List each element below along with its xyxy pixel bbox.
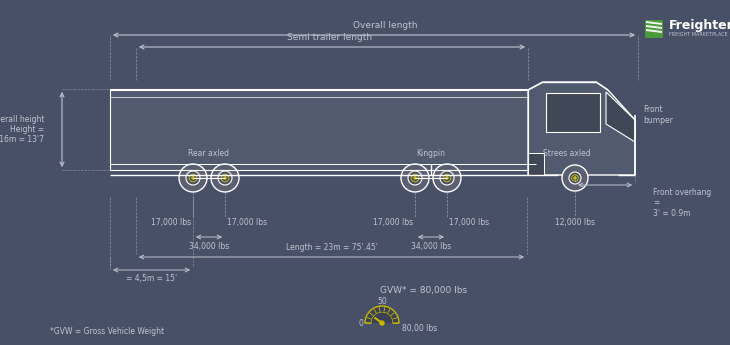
Circle shape — [411, 174, 419, 182]
Text: Length = 23m = 75'.45': Length = 23m = 75'.45' — [285, 244, 377, 253]
Polygon shape — [646, 25, 662, 29]
Circle shape — [189, 174, 197, 182]
Circle shape — [380, 321, 384, 325]
Circle shape — [445, 177, 448, 179]
Text: Front
bumper: Front bumper — [643, 105, 673, 125]
Circle shape — [572, 175, 578, 181]
Circle shape — [408, 171, 422, 185]
Text: Strees axled: Strees axled — [543, 149, 591, 158]
Text: Freightera: Freightera — [669, 20, 730, 32]
Circle shape — [401, 164, 429, 192]
Circle shape — [186, 171, 200, 185]
Circle shape — [562, 165, 588, 191]
Polygon shape — [606, 92, 635, 142]
Bar — [528, 153, 544, 175]
Circle shape — [179, 164, 207, 192]
Bar — [110, 90, 528, 170]
Circle shape — [223, 177, 226, 179]
Circle shape — [413, 177, 417, 179]
Text: *GVW = Gross Vehicle Weight: *GVW = Gross Vehicle Weight — [50, 326, 164, 335]
Circle shape — [191, 177, 194, 179]
Text: 34,000 lbs: 34,000 lbs — [189, 241, 229, 250]
Circle shape — [433, 164, 461, 192]
Text: Overall length: Overall length — [353, 21, 418, 30]
Text: 50: 50 — [377, 297, 387, 306]
Wedge shape — [365, 306, 399, 323]
Text: Overall height
Height =
4.16m = 13'7: Overall height Height = 4.16m = 13'7 — [0, 115, 44, 145]
Circle shape — [211, 164, 239, 192]
Text: 17,000 lbs: 17,000 lbs — [373, 218, 413, 227]
Circle shape — [218, 171, 232, 185]
Text: 0: 0 — [358, 318, 363, 327]
Text: Front overhang
=
3' = 0.9m: Front overhang = 3' = 0.9m — [653, 188, 711, 218]
Text: Rear axled: Rear axled — [188, 149, 229, 158]
Text: Semi trailer length: Semi trailer length — [288, 33, 372, 42]
Text: FREIGHT MARKETPLACE: FREIGHT MARKETPLACE — [669, 32, 728, 38]
Circle shape — [569, 172, 581, 184]
Circle shape — [443, 174, 451, 182]
Polygon shape — [546, 93, 600, 132]
Wedge shape — [372, 313, 393, 323]
Text: 80,00 lbs: 80,00 lbs — [402, 325, 437, 334]
Text: 12,000 lbs: 12,000 lbs — [555, 218, 595, 227]
Circle shape — [440, 171, 454, 185]
Circle shape — [574, 177, 577, 179]
Bar — [645, 20, 663, 38]
Text: 34,000 lbs: 34,000 lbs — [411, 241, 451, 250]
Text: GVW* = 80,000 lbs: GVW* = 80,000 lbs — [380, 286, 467, 295]
Text: 17,000 lbs: 17,000 lbs — [151, 218, 191, 227]
Text: 17,000 lbs: 17,000 lbs — [449, 218, 489, 227]
Text: 17,000 lbs: 17,000 lbs — [227, 218, 267, 227]
Text: = 4,5m = 15': = 4,5m = 15' — [126, 275, 177, 284]
Polygon shape — [646, 21, 662, 25]
Circle shape — [221, 174, 228, 182]
Polygon shape — [646, 29, 662, 33]
Polygon shape — [528, 82, 635, 175]
Text: Kingpin: Kingpin — [417, 149, 445, 158]
